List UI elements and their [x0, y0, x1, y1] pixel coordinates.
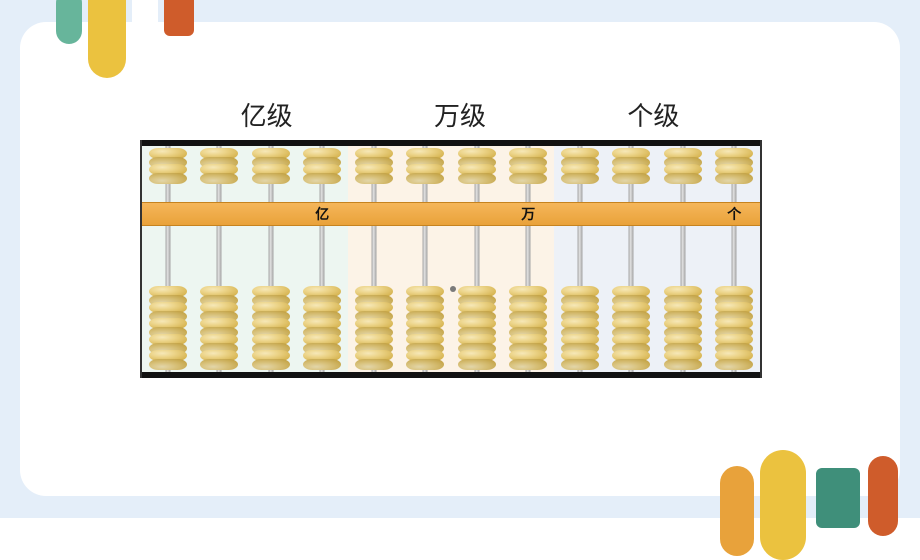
beam-cell: 万	[503, 203, 555, 225]
beam-cell	[554, 203, 606, 225]
abacus-bead	[561, 164, 599, 184]
abacus-rod	[245, 226, 297, 372]
abacus-rod	[451, 146, 503, 202]
abacus-rod	[142, 146, 194, 202]
beam-cell	[194, 203, 246, 225]
abacus-bead	[355, 164, 393, 184]
abacus-bead	[303, 164, 341, 184]
abacus-bead	[149, 350, 187, 370]
decoration	[720, 466, 754, 556]
decoration	[164, 0, 194, 36]
section-labels: 亿级 万级 个级	[170, 96, 750, 133]
abacus-rod	[245, 146, 297, 202]
decoration	[88, 0, 126, 78]
abacus-bead	[561, 350, 599, 370]
beam-cell: 亿	[297, 203, 349, 225]
abacus-rod	[451, 226, 503, 372]
decoration	[56, 0, 82, 44]
beam-cell	[606, 203, 658, 225]
abacus-rod	[297, 226, 349, 372]
abacus-rod	[400, 146, 452, 202]
abacus-rod	[606, 146, 658, 202]
abacus-rod	[554, 226, 606, 372]
decoration	[760, 450, 806, 560]
abacus-rod	[297, 146, 349, 202]
beam-cell	[245, 203, 297, 225]
abacus-bead	[509, 350, 547, 370]
abacus-rod	[400, 226, 452, 372]
decoration	[132, 0, 158, 40]
abacus-bead	[612, 350, 650, 370]
abacus-bead	[355, 350, 393, 370]
abacus-bead	[149, 164, 187, 184]
abacus-bead	[252, 164, 290, 184]
beam-cell	[657, 203, 709, 225]
abacus-rod	[348, 146, 400, 202]
abacus-rod	[657, 226, 709, 372]
abacus-rod	[606, 226, 658, 372]
abacus-bead	[612, 164, 650, 184]
section-label-ge: 个级	[627, 96, 679, 133]
abacus-bead	[200, 164, 238, 184]
beam-cell	[142, 203, 194, 225]
decoration	[816, 468, 860, 528]
beam-cell	[348, 203, 400, 225]
abacus-upper-zone	[142, 146, 760, 202]
abacus-rod	[194, 226, 246, 372]
abacus-rod	[348, 226, 400, 372]
abacus-bead	[664, 350, 702, 370]
beam-cell	[451, 203, 503, 225]
abacus-bead	[303, 350, 341, 370]
abacus-bead	[458, 350, 496, 370]
abacus-lower-zone	[142, 226, 760, 372]
abacus-rod	[503, 146, 555, 202]
abacus-rod	[194, 146, 246, 202]
beam-cell: 个	[709, 203, 761, 225]
abacus-bead	[715, 164, 753, 184]
abacus-bead	[509, 164, 547, 184]
section-label-wan: 万级	[434, 96, 486, 133]
abacus-bead	[458, 164, 496, 184]
abacus-bead	[715, 350, 753, 370]
abacus-beam: 亿万个	[142, 202, 760, 226]
abacus-rod	[554, 146, 606, 202]
abacus-bead	[200, 350, 238, 370]
abacus-rod	[657, 146, 709, 202]
abacus-bottom-rail	[142, 372, 760, 378]
beam-cell	[400, 203, 452, 225]
decoration	[868, 456, 898, 536]
abacus-rod	[709, 146, 761, 202]
abacus-bead	[664, 164, 702, 184]
section-label-yi: 亿级	[241, 96, 293, 133]
abacus-rod	[503, 226, 555, 372]
abacus-bead	[406, 164, 444, 184]
abacus: 亿万个	[140, 140, 762, 378]
abacus-bead	[252, 350, 290, 370]
abacus-bead	[406, 350, 444, 370]
abacus-rod	[142, 226, 194, 372]
abacus-rod	[709, 226, 761, 372]
